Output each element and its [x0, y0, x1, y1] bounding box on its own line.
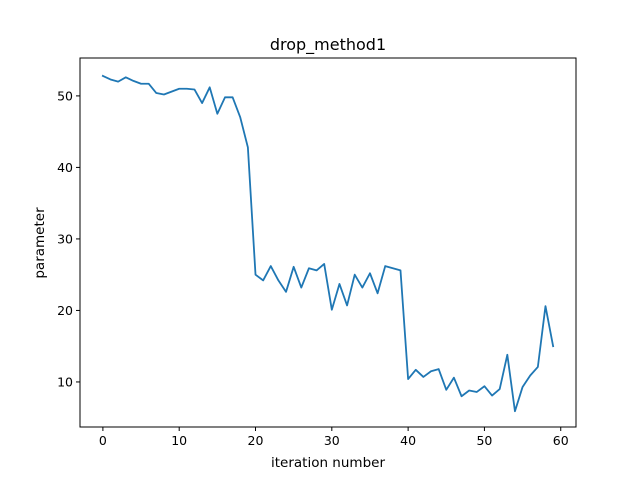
x-axis-label: iteration number [271, 455, 385, 471]
x-tick-label: 50 [476, 433, 492, 448]
y-tick-label: 40 [57, 160, 73, 175]
y-tick-label: 30 [57, 231, 73, 246]
x-tick-label: 0 [99, 433, 107, 448]
x-tick-label: 60 [553, 433, 569, 448]
y-tick-label: 20 [57, 303, 73, 318]
y-axis: 10 20 30 40 50 [57, 88, 80, 389]
y-tick-label: 50 [57, 88, 73, 103]
x-tick-label: 10 [171, 433, 187, 448]
x-tick-label: 30 [324, 433, 340, 448]
plot-area [79, 57, 577, 428]
x-tick-label: 40 [400, 433, 416, 448]
x-axis: 0 10 20 30 40 50 60 [99, 427, 569, 448]
chart-title: drop_method1 [270, 35, 386, 55]
y-axis-label: parameter [32, 207, 48, 279]
x-tick-label: 20 [248, 433, 264, 448]
y-tick-label: 10 [57, 374, 73, 389]
series-line [101, 74, 555, 413]
